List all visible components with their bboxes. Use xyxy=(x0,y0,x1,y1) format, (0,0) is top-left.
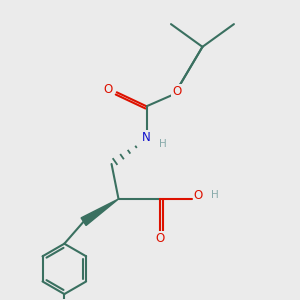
Text: O: O xyxy=(103,83,113,96)
Text: N: N xyxy=(142,131,151,144)
Text: O: O xyxy=(156,232,165,244)
Text: H: H xyxy=(159,139,167,149)
Polygon shape xyxy=(81,199,118,226)
Text: O: O xyxy=(172,85,182,98)
Text: O: O xyxy=(194,189,203,202)
Text: H: H xyxy=(211,190,219,200)
